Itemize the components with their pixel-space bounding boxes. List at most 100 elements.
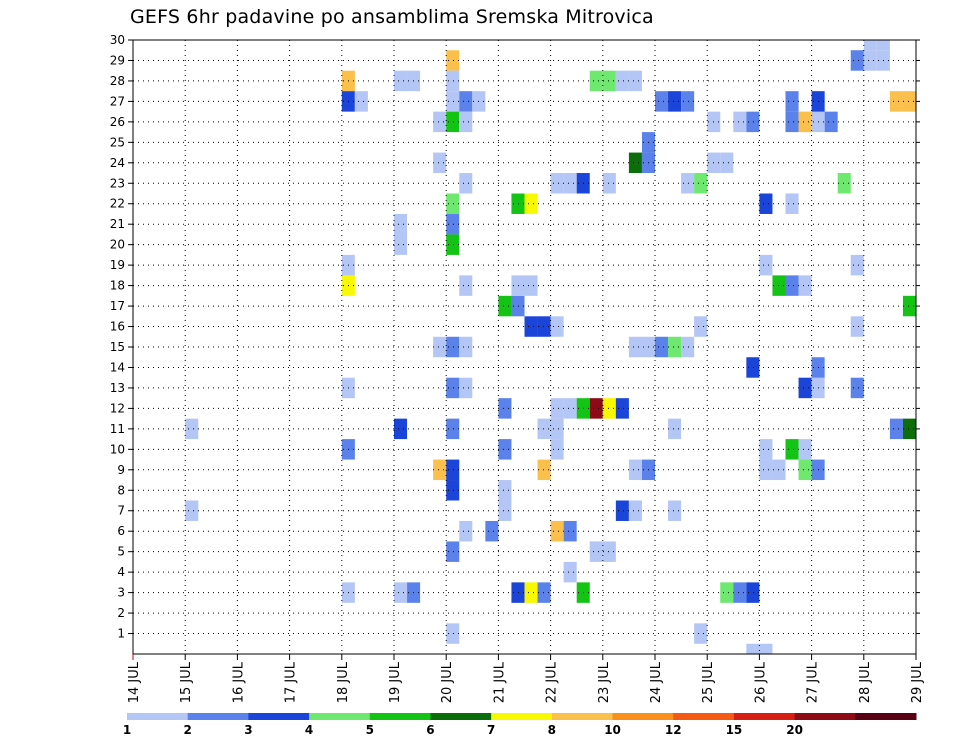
x-tick-label: 22 JUL [545,661,560,703]
heatmap-cell [498,480,512,501]
heatmap-cell [446,234,460,255]
heatmap-cell [563,173,577,194]
x-tick-label: 27 JUL [806,661,821,703]
y-tick-label: 27 [110,94,125,108]
heatmap-cell [798,111,812,133]
y-tick-label: 3 [117,586,125,600]
heatmap-cell [863,40,877,51]
heatmap-cell [563,561,577,583]
y-tick-label: 28 [110,74,125,88]
legend-tick-label: 3 [244,723,252,737]
heatmap-cell [602,541,616,562]
heatmap-cell [446,418,460,440]
heatmap-cell [394,582,408,603]
legend-swatch [369,713,431,720]
heatmap-cell [668,91,682,112]
legend-swatch [127,713,189,720]
heatmap-cell [589,398,603,419]
heatmap-cell [550,173,564,194]
heatmap-cell [863,50,877,71]
y-tick-label: 7 [117,504,125,518]
legend-swatch [855,713,917,720]
heatmap-cell [185,418,199,440]
heatmap-cell [485,520,499,542]
x-tick-label: 15 JUL [179,661,194,703]
heatmap-cell [459,91,473,112]
legend-tick-label: 2 [184,723,192,737]
heatmap-cell [759,193,773,214]
heatmap-cell [446,459,460,481]
heatmap-cell [850,50,864,71]
heatmap-cell [459,336,473,358]
y-tick-label: 13 [110,381,125,395]
heatmap-cell [394,234,408,255]
legend-tick-label: 8 [548,723,556,737]
heatmap-cell [798,377,812,399]
y-tick-label: 26 [110,115,125,129]
y-tick-label: 12 [110,401,125,415]
color-legend: 1 2 3 4 5 6 7 8 10 12 15 20 [123,713,917,737]
y-tick-label: 19 [110,258,125,272]
heatmap-cell [889,91,903,112]
heatmap-cell [681,173,695,194]
y-tick-label: 25 [110,135,125,149]
heatmap-cell [511,275,525,296]
y-tick-label: 9 [117,463,125,477]
heatmap-cell [498,398,512,419]
heatmap-cell [524,193,538,214]
heatmap-cell [824,111,838,133]
y-tick-label: 6 [117,524,125,538]
y-tick-label: 29 [110,53,125,67]
heatmap-cell [354,91,368,112]
heatmap-cell [785,111,799,133]
heatmap-cell [602,398,616,419]
heatmap-cell [850,377,864,399]
legend-tick-label: 1 [123,723,131,737]
heatmap-cell [511,582,525,603]
y-tick-label: 2 [117,606,125,620]
y-tick-label: 18 [110,279,125,293]
heatmap-cell [694,316,708,337]
heatmap-cell [746,643,760,654]
heatmap-cell [550,520,564,542]
heatmap-cell [459,111,473,133]
heatmap-cell [902,91,916,112]
heatmap-cell [759,439,773,460]
heatmap-cell [550,439,564,460]
heatmap-cell [185,500,199,521]
heatmap-cell [628,459,642,481]
heatmap-cell [446,50,460,71]
x-tick-label: 14 JUL [127,661,142,703]
x-tick-label: 21 JUL [492,661,507,703]
heatmap-cell [459,520,473,542]
heatmap-cell [524,316,538,337]
x-axis: 14 JUL 15 JUL 16 JUL 17 JUL 18 JUL 19 JUL 20 J… [127,654,925,703]
heatmap-cell [602,173,616,194]
x-tick-label: 18 JUL [336,661,351,703]
grid-lines [133,40,916,654]
heatmap-cell [720,582,734,603]
heatmap-cell [902,418,916,440]
heatmap-cell [668,418,682,440]
x-tick-label: 24 JUL [649,661,664,703]
y-tick-label: 14 [110,360,125,374]
legend-swatch [430,713,492,720]
heatmap-cell [446,213,460,235]
heatmap-cell [433,152,447,174]
legend-tick-label: 20 [786,723,803,737]
y-tick-label: 24 [110,156,125,170]
y-tick-label: 10 [110,442,125,456]
heatmap-cell [537,316,551,337]
heatmap-cell [498,439,512,460]
heatmap-cell [615,70,629,92]
heatmap-cell [733,582,747,603]
heatmap-cell [537,459,551,481]
heatmap-cell [550,418,564,440]
y-tick-label: 23 [110,176,125,190]
legend-swatch [733,713,796,720]
heatmap-cell [655,91,669,112]
heatmap-cell [720,152,734,174]
legend-swatch [551,713,614,720]
y-axis: 1234567891011121314151617181920212223242… [110,33,920,641]
